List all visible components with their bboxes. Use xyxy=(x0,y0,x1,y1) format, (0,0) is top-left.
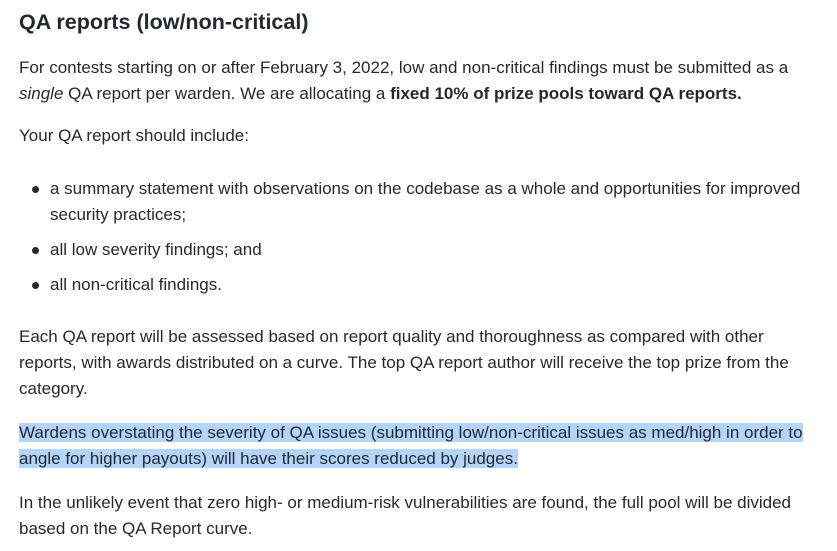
assessment-paragraph: Each QA report will be assessed based on… xyxy=(19,327,789,398)
intro-single-emphasis: single xyxy=(19,84,64,103)
include-label: Your QA report should include: xyxy=(19,126,249,145)
intro-paragraph: For contests starting on or after Februa… xyxy=(19,55,819,107)
intro-text-1: For contests starting on or after Februa… xyxy=(19,58,789,77)
list-item: a summary statement with observations on… xyxy=(32,176,819,228)
wardens-warning-paragraph: Wardens overstating the severity of QA i… xyxy=(19,420,819,472)
selected-text-highlight: Wardens overstating the severity of QA i… xyxy=(19,423,803,468)
section-heading: QA reports (low/non-critical) xyxy=(19,10,309,34)
include-list: a summary statement with observations on… xyxy=(19,176,819,298)
unlikely-event-paragraph: In the unlikely event that zero high- or… xyxy=(19,493,792,538)
intro-prize-allocation-bold: fixed 10% of prize pools toward QA repor… xyxy=(390,84,742,103)
intro-text-2: QA report per warden. We are allocating … xyxy=(63,84,391,103)
list-item: all low severity findings; and xyxy=(32,237,819,263)
list-item: all non-critical findings. xyxy=(32,272,819,298)
